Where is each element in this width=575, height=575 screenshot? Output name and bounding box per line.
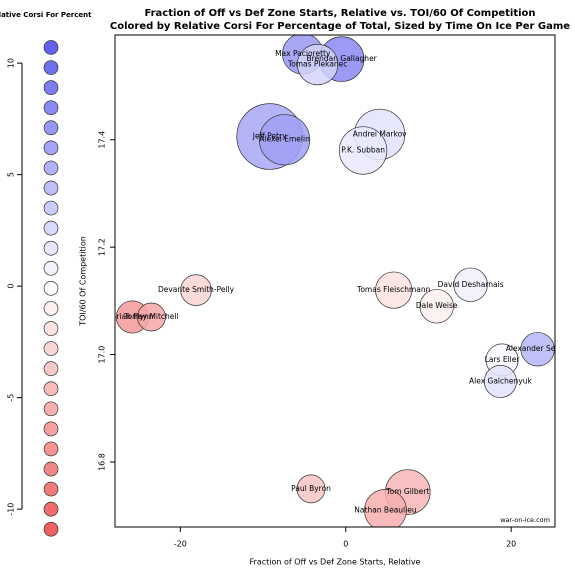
legend-swatch: [43, 200, 59, 216]
legend-swatch: [43, 341, 59, 356]
bubble: [453, 267, 488, 302]
plot-frame: [114, 34, 556, 528]
legend-tick-label: 5: [7, 172, 16, 177]
point-label: P.K. Subban: [341, 145, 385, 154]
y-axis-label: TOI/60 Of Competition: [79, 236, 88, 327]
point-label: Alexei Emelin: [259, 135, 310, 144]
bubble: [137, 302, 166, 332]
legend-swatch: [43, 80, 59, 95]
bubble: [419, 289, 454, 324]
bubble: [180, 274, 212, 306]
legend-swatch: [43, 481, 59, 497]
legend-swatch: [43, 521, 59, 537]
point-label: Dale Weise: [416, 301, 458, 310]
legend-swatch: [43, 381, 59, 397]
y-tick-label: 17.2: [98, 238, 107, 256]
legend-swatch: [43, 180, 59, 196]
x-tick-label: -20: [174, 540, 187, 549]
point-label: Max Pacioretty: [275, 49, 331, 58]
x-tick-label: 0: [343, 540, 348, 549]
point-label: Brendan Gallagher: [306, 54, 377, 63]
point-label: Alexander Semin: [506, 344, 570, 353]
legend-swatch: [43, 60, 59, 75]
bubble: [338, 126, 388, 175]
chart-subtitle: Colored by Relative Corsi For Percentage…: [110, 21, 570, 32]
point-label: Tom Gilbert: [385, 487, 429, 496]
legend-swatch: [43, 401, 59, 417]
y-tick-label: 17.0: [98, 346, 107, 364]
y-tick-label: 16.8: [98, 453, 107, 471]
bubble: [520, 332, 555, 367]
legend-swatch: [43, 100, 59, 116]
point-label: David Desharnais: [438, 280, 504, 289]
bubble: [296, 43, 339, 86]
legend-swatch: [43, 461, 59, 477]
point-label: Jeff Petry: [252, 132, 287, 141]
legend-swatch: [43, 421, 59, 437]
point-label: Lars Eller: [485, 355, 521, 364]
legend-swatch: [43, 361, 59, 377]
point-label: Tomas Fleischmann: [356, 285, 431, 294]
legend-swatch: [43, 160, 59, 176]
bubble: [375, 271, 413, 309]
point-label: Andrei Markov: [353, 129, 407, 138]
legend-swatch: [43, 260, 59, 276]
point-label: Torrey Mitchell: [123, 312, 178, 321]
y-tick-label: 17.4: [98, 131, 107, 149]
legend-title: Relative Corsi For Percent: [0, 11, 92, 19]
point-label: Devante Smith-Pelly: [158, 285, 235, 294]
legend-swatch: [43, 441, 59, 457]
point-label: Tomas Plekanec: [287, 60, 348, 69]
legend-tick-label: -10: [7, 503, 16, 516]
legend-swatch: [43, 281, 59, 296]
legend-swatch: [43, 501, 59, 517]
bubble: [296, 474, 326, 504]
bubble: [364, 489, 407, 527]
point-label: Brian Flynn: [111, 312, 154, 321]
legend-swatch: [43, 321, 59, 336]
legend-tick-label: -5: [7, 394, 16, 402]
bubble: [258, 114, 311, 166]
legend-swatch: [43, 240, 59, 256]
legend-swatch: [43, 140, 59, 156]
chart-title: Fraction of Off vs Def Zone Starts, Rela…: [144, 8, 535, 19]
legend-tick-label: 10: [7, 58, 16, 68]
legend-swatch: [43, 40, 59, 55]
point-label: Nathan Beaulieu: [354, 505, 417, 514]
point-label: Alex Galchenyuk: [469, 376, 532, 385]
legend-swatch: [43, 220, 59, 236]
bubble: [483, 364, 517, 398]
watermark: war-on-ice.com: [500, 516, 550, 524]
x-axis-label: Fraction of Off vs Def Zone Starts, Rela…: [250, 558, 421, 567]
point-label: Paul Byron: [291, 484, 331, 493]
legend-swatch: [43, 301, 59, 316]
x-tick-label: 20: [506, 540, 516, 549]
legend-tick-label: 0: [7, 284, 16, 289]
legend-swatch: [43, 120, 59, 136]
